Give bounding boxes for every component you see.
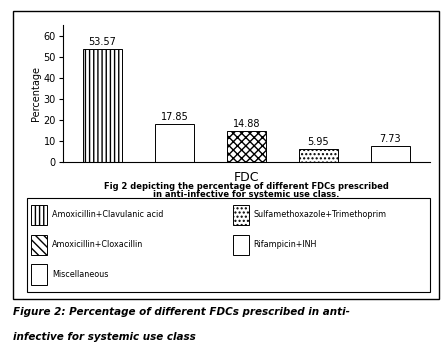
Bar [155, 125, 194, 162]
Text: 5.95: 5.95 [308, 138, 329, 147]
Text: Fig 2 depicting the percentage of different FDCs prescribed: Fig 2 depicting the percentage of differ… [104, 182, 389, 191]
Text: Amoxicillin+Cloxacillin: Amoxicillin+Cloxacillin [52, 240, 143, 249]
Text: Rifampicin+INH: Rifampicin+INH [254, 240, 317, 249]
Text: 14.88: 14.88 [233, 118, 260, 129]
Text: Amoxicillin+Clavulanic acid: Amoxicillin+Clavulanic acid [52, 210, 163, 219]
Text: Sulfamethoxazole+Trimethoprim: Sulfamethoxazole+Trimethoprim [254, 210, 387, 219]
Text: 53.57: 53.57 [88, 37, 116, 47]
Text: Figure 2: Percentage of different FDCs prescribed in anti-: Figure 2: Percentage of different FDCs p… [13, 307, 350, 317]
Text: 7.73: 7.73 [379, 134, 401, 144]
Text: in anti-infective for systemic use class.: in anti-infective for systemic use class… [153, 190, 340, 199]
Bar [370, 146, 410, 162]
Bar [31, 265, 47, 285]
Text: infective for systemic use class: infective for systemic use class [13, 332, 196, 342]
Bar [233, 204, 249, 225]
Bar [233, 234, 249, 255]
Bar [31, 234, 47, 255]
Text: FDC: FDC [234, 171, 259, 184]
Text: Miscellaneous: Miscellaneous [52, 270, 108, 279]
Bar [82, 49, 122, 162]
Text: 17.85: 17.85 [160, 112, 188, 122]
Bar [227, 131, 266, 162]
Bar [31, 204, 47, 225]
Bar [299, 149, 338, 162]
Y-axis label: Percentage: Percentage [30, 66, 41, 121]
